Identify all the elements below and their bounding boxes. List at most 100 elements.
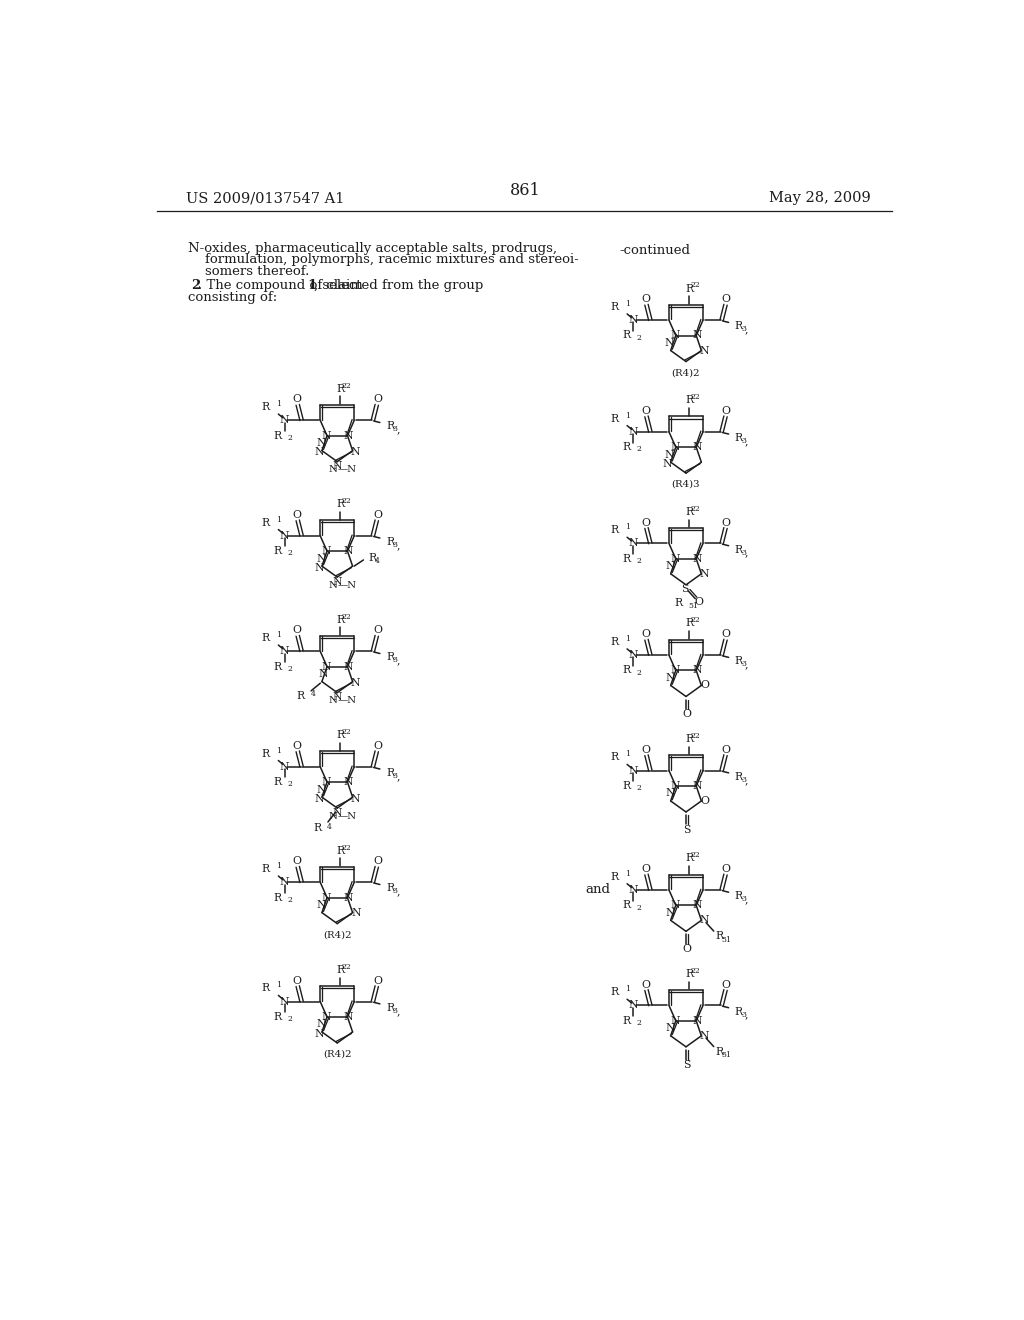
Text: 1: 1	[276, 516, 281, 524]
Text: N: N	[350, 447, 359, 457]
Text: ,: ,	[744, 325, 749, 334]
Text: 22: 22	[342, 843, 351, 851]
Text: R: R	[297, 692, 305, 701]
Text: N: N	[314, 1028, 324, 1039]
Text: N: N	[316, 900, 326, 909]
Text: R: R	[716, 932, 723, 941]
Text: 1: 1	[308, 279, 317, 292]
Text: R: R	[622, 442, 630, 453]
Text: R: R	[262, 748, 270, 759]
Text: R: R	[735, 772, 743, 781]
Text: O: O	[641, 294, 650, 305]
Text: 3: 3	[392, 541, 397, 549]
Text: R: R	[336, 384, 344, 393]
Text: O: O	[641, 630, 650, 639]
Text: R: R	[622, 781, 630, 791]
Text: 1: 1	[625, 635, 630, 643]
Text: R: R	[685, 395, 693, 405]
Text: 2: 2	[190, 279, 200, 292]
Text: 22: 22	[342, 381, 351, 389]
Text: 1: 1	[276, 981, 281, 990]
Text: N: N	[343, 892, 353, 903]
Text: N: N	[314, 793, 325, 804]
Text: O: O	[293, 975, 301, 986]
Text: R: R	[735, 545, 743, 554]
Text: 3: 3	[741, 437, 746, 445]
Text: 3: 3	[392, 1007, 397, 1015]
Text: —N: —N	[337, 465, 356, 474]
Text: N: N	[316, 1019, 326, 1030]
Text: N: N	[671, 781, 680, 791]
Text: O: O	[293, 857, 301, 866]
Text: 22: 22	[342, 498, 351, 506]
Text: 22: 22	[342, 612, 351, 620]
Text: O: O	[641, 407, 650, 416]
Text: 2: 2	[636, 557, 641, 565]
Text: N: N	[322, 777, 331, 787]
Text: O: O	[682, 709, 691, 719]
Text: 22: 22	[342, 962, 351, 972]
Text: O: O	[373, 626, 382, 635]
Text: R: R	[685, 969, 693, 979]
Text: N: N	[699, 569, 710, 578]
Text: R: R	[610, 638, 618, 647]
Text: O: O	[682, 944, 691, 954]
Text: O: O	[293, 510, 301, 520]
Text: R: R	[313, 824, 322, 833]
Text: 22: 22	[690, 393, 700, 401]
Text: ,: ,	[744, 1010, 749, 1019]
Text: 1: 1	[625, 412, 630, 420]
Text: N: N	[671, 900, 680, 911]
Text: N: N	[692, 665, 701, 676]
Text: 22: 22	[690, 851, 700, 859]
Text: O: O	[373, 510, 382, 520]
Text: N: N	[316, 438, 326, 447]
Text: O: O	[700, 681, 709, 690]
Text: N: N	[316, 553, 326, 564]
Text: R: R	[685, 507, 693, 517]
Text: 51: 51	[722, 1051, 731, 1059]
Text: 2: 2	[636, 669, 641, 677]
Text: R: R	[262, 634, 270, 643]
Text: N: N	[629, 649, 638, 660]
Text: 51: 51	[688, 602, 698, 610]
Text: O: O	[373, 857, 382, 866]
Text: R: R	[273, 1012, 282, 1022]
Text: N: N	[699, 1031, 710, 1040]
Text: ,: ,	[744, 659, 749, 669]
Text: R: R	[735, 1007, 743, 1016]
Text: 4: 4	[311, 690, 316, 698]
Text: O: O	[722, 630, 731, 639]
Text: ,: ,	[744, 436, 749, 446]
Text: N: N	[629, 539, 638, 548]
Text: O: O	[293, 395, 301, 404]
Text: N: N	[350, 678, 359, 688]
Text: 1: 1	[625, 523, 630, 531]
Text: 1: 1	[625, 870, 630, 878]
Text: R: R	[386, 421, 394, 432]
Text: 1: 1	[276, 862, 281, 870]
Text: R: R	[716, 1047, 723, 1057]
Text: R: R	[262, 403, 270, 412]
Text: 2: 2	[636, 904, 641, 912]
Text: R: R	[685, 734, 693, 744]
Text: N: N	[343, 430, 353, 441]
Text: 3: 3	[741, 660, 746, 668]
Text: N: N	[699, 915, 710, 925]
Text: R: R	[610, 871, 618, 882]
Text: 51: 51	[722, 936, 731, 944]
Text: R: R	[336, 965, 344, 975]
Text: R: R	[386, 883, 394, 894]
Text: S: S	[683, 825, 690, 834]
Text: N: N	[665, 338, 675, 348]
Text: N: N	[280, 531, 290, 541]
Text: ,: ,	[396, 540, 399, 550]
Text: and: and	[586, 883, 610, 896]
Text: R: R	[369, 553, 377, 562]
Text: N: N	[671, 442, 680, 453]
Text: R: R	[610, 987, 618, 998]
Text: N: N	[322, 546, 331, 556]
Text: O: O	[722, 744, 731, 755]
Text: N: N	[666, 561, 675, 572]
Text: N: N	[280, 997, 290, 1007]
